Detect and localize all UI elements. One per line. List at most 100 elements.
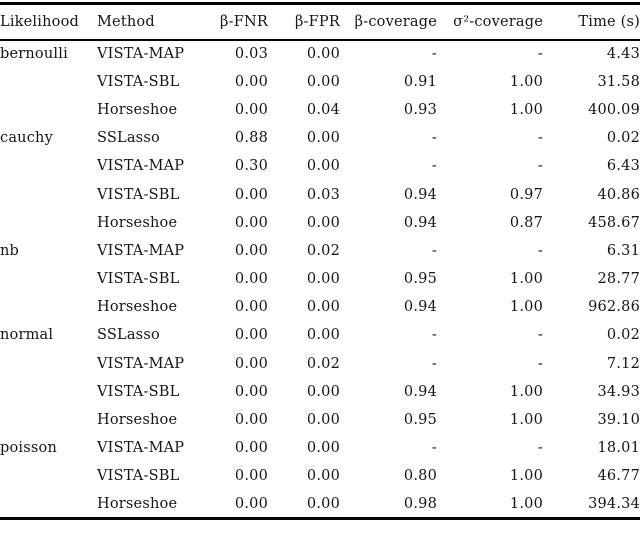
cell-beta-fpr: 0.04 — [306, 101, 340, 118]
cell-beta-coverage: 0.94 — [403, 214, 437, 231]
cell-beta-fnr: 0.00 — [234, 242, 268, 259]
cell-time: 0.02 — [606, 130, 640, 147]
cell-beta-coverage: - — [431, 327, 437, 344]
cell-beta-fpr: 0.00 — [306, 46, 340, 63]
cell-beta-coverage: 0.94 — [403, 186, 437, 203]
cell-beta-fnr: 0.30 — [234, 158, 268, 175]
cell-sigma2-coverage: 1.00 — [509, 495, 543, 512]
table-row: Horseshoe 0.00 0.04 0.93 1.00 400.09 — [0, 96, 640, 124]
cell-method: VISTA-SBL — [97, 186, 180, 203]
cell-beta-fnr: 0.03 — [234, 46, 268, 63]
cell-beta-fnr: 0.00 — [234, 412, 268, 429]
cell-likelihood — [0, 265, 97, 293]
table-row: VISTA-SBL 0.00 0.03 0.94 0.97 40.86 — [0, 180, 640, 208]
cell-beta-coverage: 0.80 — [403, 468, 437, 485]
cell-sigma2-coverage: - — [537, 130, 543, 147]
cell-method: VISTA-MAP — [97, 355, 185, 372]
cell-method: VISTA-SBL — [97, 73, 180, 90]
cell-beta-fnr: 0.00 — [234, 73, 268, 90]
cell-time: 400.09 — [588, 101, 640, 118]
cell-beta-fnr: 0.00 — [234, 299, 268, 316]
table-row: Horseshoe 0.00 0.00 0.95 1.00 39.10 — [0, 406, 640, 434]
cell-sigma2-coverage: 0.97 — [509, 186, 543, 203]
column-header-beta-fpr: β-FPR — [294, 13, 340, 30]
cell-sigma2-coverage: - — [537, 355, 543, 372]
cell-beta-fnr: 0.00 — [234, 214, 268, 231]
cell-beta-fpr: 0.00 — [306, 383, 340, 400]
cell-method: VISTA-MAP — [97, 158, 185, 175]
cell-beta-fpr: 0.00 — [306, 73, 340, 90]
column-header-sigma2-coverage: σ²-coverage — [453, 13, 543, 30]
cell-likelihood: normal — [0, 327, 54, 344]
cell-sigma2-coverage: 1.00 — [509, 299, 543, 316]
cell-likelihood — [0, 350, 97, 378]
cell-time: 7.12 — [606, 355, 640, 372]
cell-sigma2-coverage: - — [537, 440, 543, 457]
cell-likelihood — [0, 180, 97, 208]
cell-beta-fpr: 0.00 — [306, 158, 340, 175]
cell-sigma2-coverage: - — [537, 242, 543, 259]
cell-beta-fnr: 0.00 — [234, 495, 268, 512]
cell-likelihood: poisson — [0, 440, 57, 457]
cell-method: VISTA-SBL — [97, 383, 180, 400]
cell-time: 46.77 — [597, 468, 640, 485]
table-row: VISTA-SBL 0.00 0.00 0.95 1.00 28.77 — [0, 265, 640, 293]
cell-beta-fpr: 0.00 — [306, 130, 340, 147]
cell-likelihood: nb — [0, 242, 20, 259]
cell-sigma2-coverage: 1.00 — [509, 73, 543, 90]
cell-likelihood — [0, 462, 97, 490]
column-header-beta-coverage: β-coverage — [354, 13, 437, 30]
column-header-beta-fnr: β-FNR — [220, 13, 268, 30]
cell-beta-coverage: 0.91 — [403, 73, 437, 90]
cell-beta-coverage: 0.94 — [403, 299, 437, 316]
cell-likelihood — [0, 152, 97, 180]
cell-likelihood — [0, 406, 97, 434]
cell-beta-coverage: 0.93 — [403, 101, 437, 118]
table-row: nb VISTA-MAP 0.00 0.02 - - 6.31 — [0, 237, 640, 265]
cell-sigma2-coverage: 0.87 — [509, 214, 543, 231]
table-row: cauchy SSLasso 0.88 0.00 - - 0.02 — [0, 124, 640, 152]
cell-sigma2-coverage: - — [537, 46, 543, 63]
cell-likelihood — [0, 68, 97, 96]
results-table: Likelihood Method β-FNR β-FPR β-coverage… — [0, 2, 640, 521]
cell-sigma2-coverage: 1.00 — [509, 468, 543, 485]
cell-method: VISTA-MAP — [97, 440, 185, 457]
table-row: poisson VISTA-MAP 0.00 0.00 - - 18.01 — [0, 434, 640, 462]
cell-method: SSLasso — [97, 327, 160, 344]
column-header-time: Time (s) — [578, 13, 640, 30]
table-row: normal SSLasso 0.00 0.00 - - 0.02 — [0, 321, 640, 349]
cell-beta-coverage: 0.95 — [403, 271, 437, 288]
cell-time: 28.77 — [597, 271, 640, 288]
cell-time: 458.67 — [588, 214, 640, 231]
cell-sigma2-coverage: 1.00 — [509, 383, 543, 400]
cell-beta-coverage: 0.94 — [403, 383, 437, 400]
cell-likelihood — [0, 209, 97, 237]
paper-table-page: Likelihood Method β-FNR β-FPR β-coverage… — [0, 2, 640, 521]
cell-method: Horseshoe — [97, 214, 178, 231]
cell-beta-fpr: 0.03 — [306, 186, 340, 203]
cell-beta-fnr: 0.00 — [234, 271, 268, 288]
cell-beta-fpr: 0.02 — [306, 242, 340, 259]
cell-beta-fnr: 0.00 — [234, 101, 268, 118]
cell-beta-fnr: 0.00 — [234, 355, 268, 372]
cell-beta-fpr: 0.00 — [306, 495, 340, 512]
table-row: Horseshoe 0.00 0.00 0.94 1.00 962.86 — [0, 293, 640, 321]
cell-sigma2-coverage: 1.00 — [509, 271, 543, 288]
table-row: VISTA-SBL 0.00 0.00 0.80 1.00 46.77 — [0, 462, 640, 490]
cell-method: VISTA-MAP — [97, 46, 185, 63]
cell-beta-fpr: 0.00 — [306, 468, 340, 485]
cell-beta-fpr: 0.00 — [306, 214, 340, 231]
cell-beta-fnr: 0.00 — [234, 327, 268, 344]
cell-time: 40.86 — [597, 186, 640, 203]
cell-likelihood — [0, 378, 97, 406]
cell-beta-coverage: - — [431, 46, 437, 63]
cell-beta-coverage: - — [431, 130, 437, 147]
cell-beta-coverage: 0.98 — [403, 495, 437, 512]
cell-method: Horseshoe — [97, 412, 178, 429]
cell-beta-fpr: 0.02 — [306, 355, 340, 372]
cell-beta-coverage: 0.95 — [403, 412, 437, 429]
cell-sigma2-coverage: - — [537, 158, 543, 175]
cell-time: 6.43 — [606, 158, 640, 175]
cell-beta-fnr: 0.00 — [234, 468, 268, 485]
cell-likelihood — [0, 491, 97, 519]
